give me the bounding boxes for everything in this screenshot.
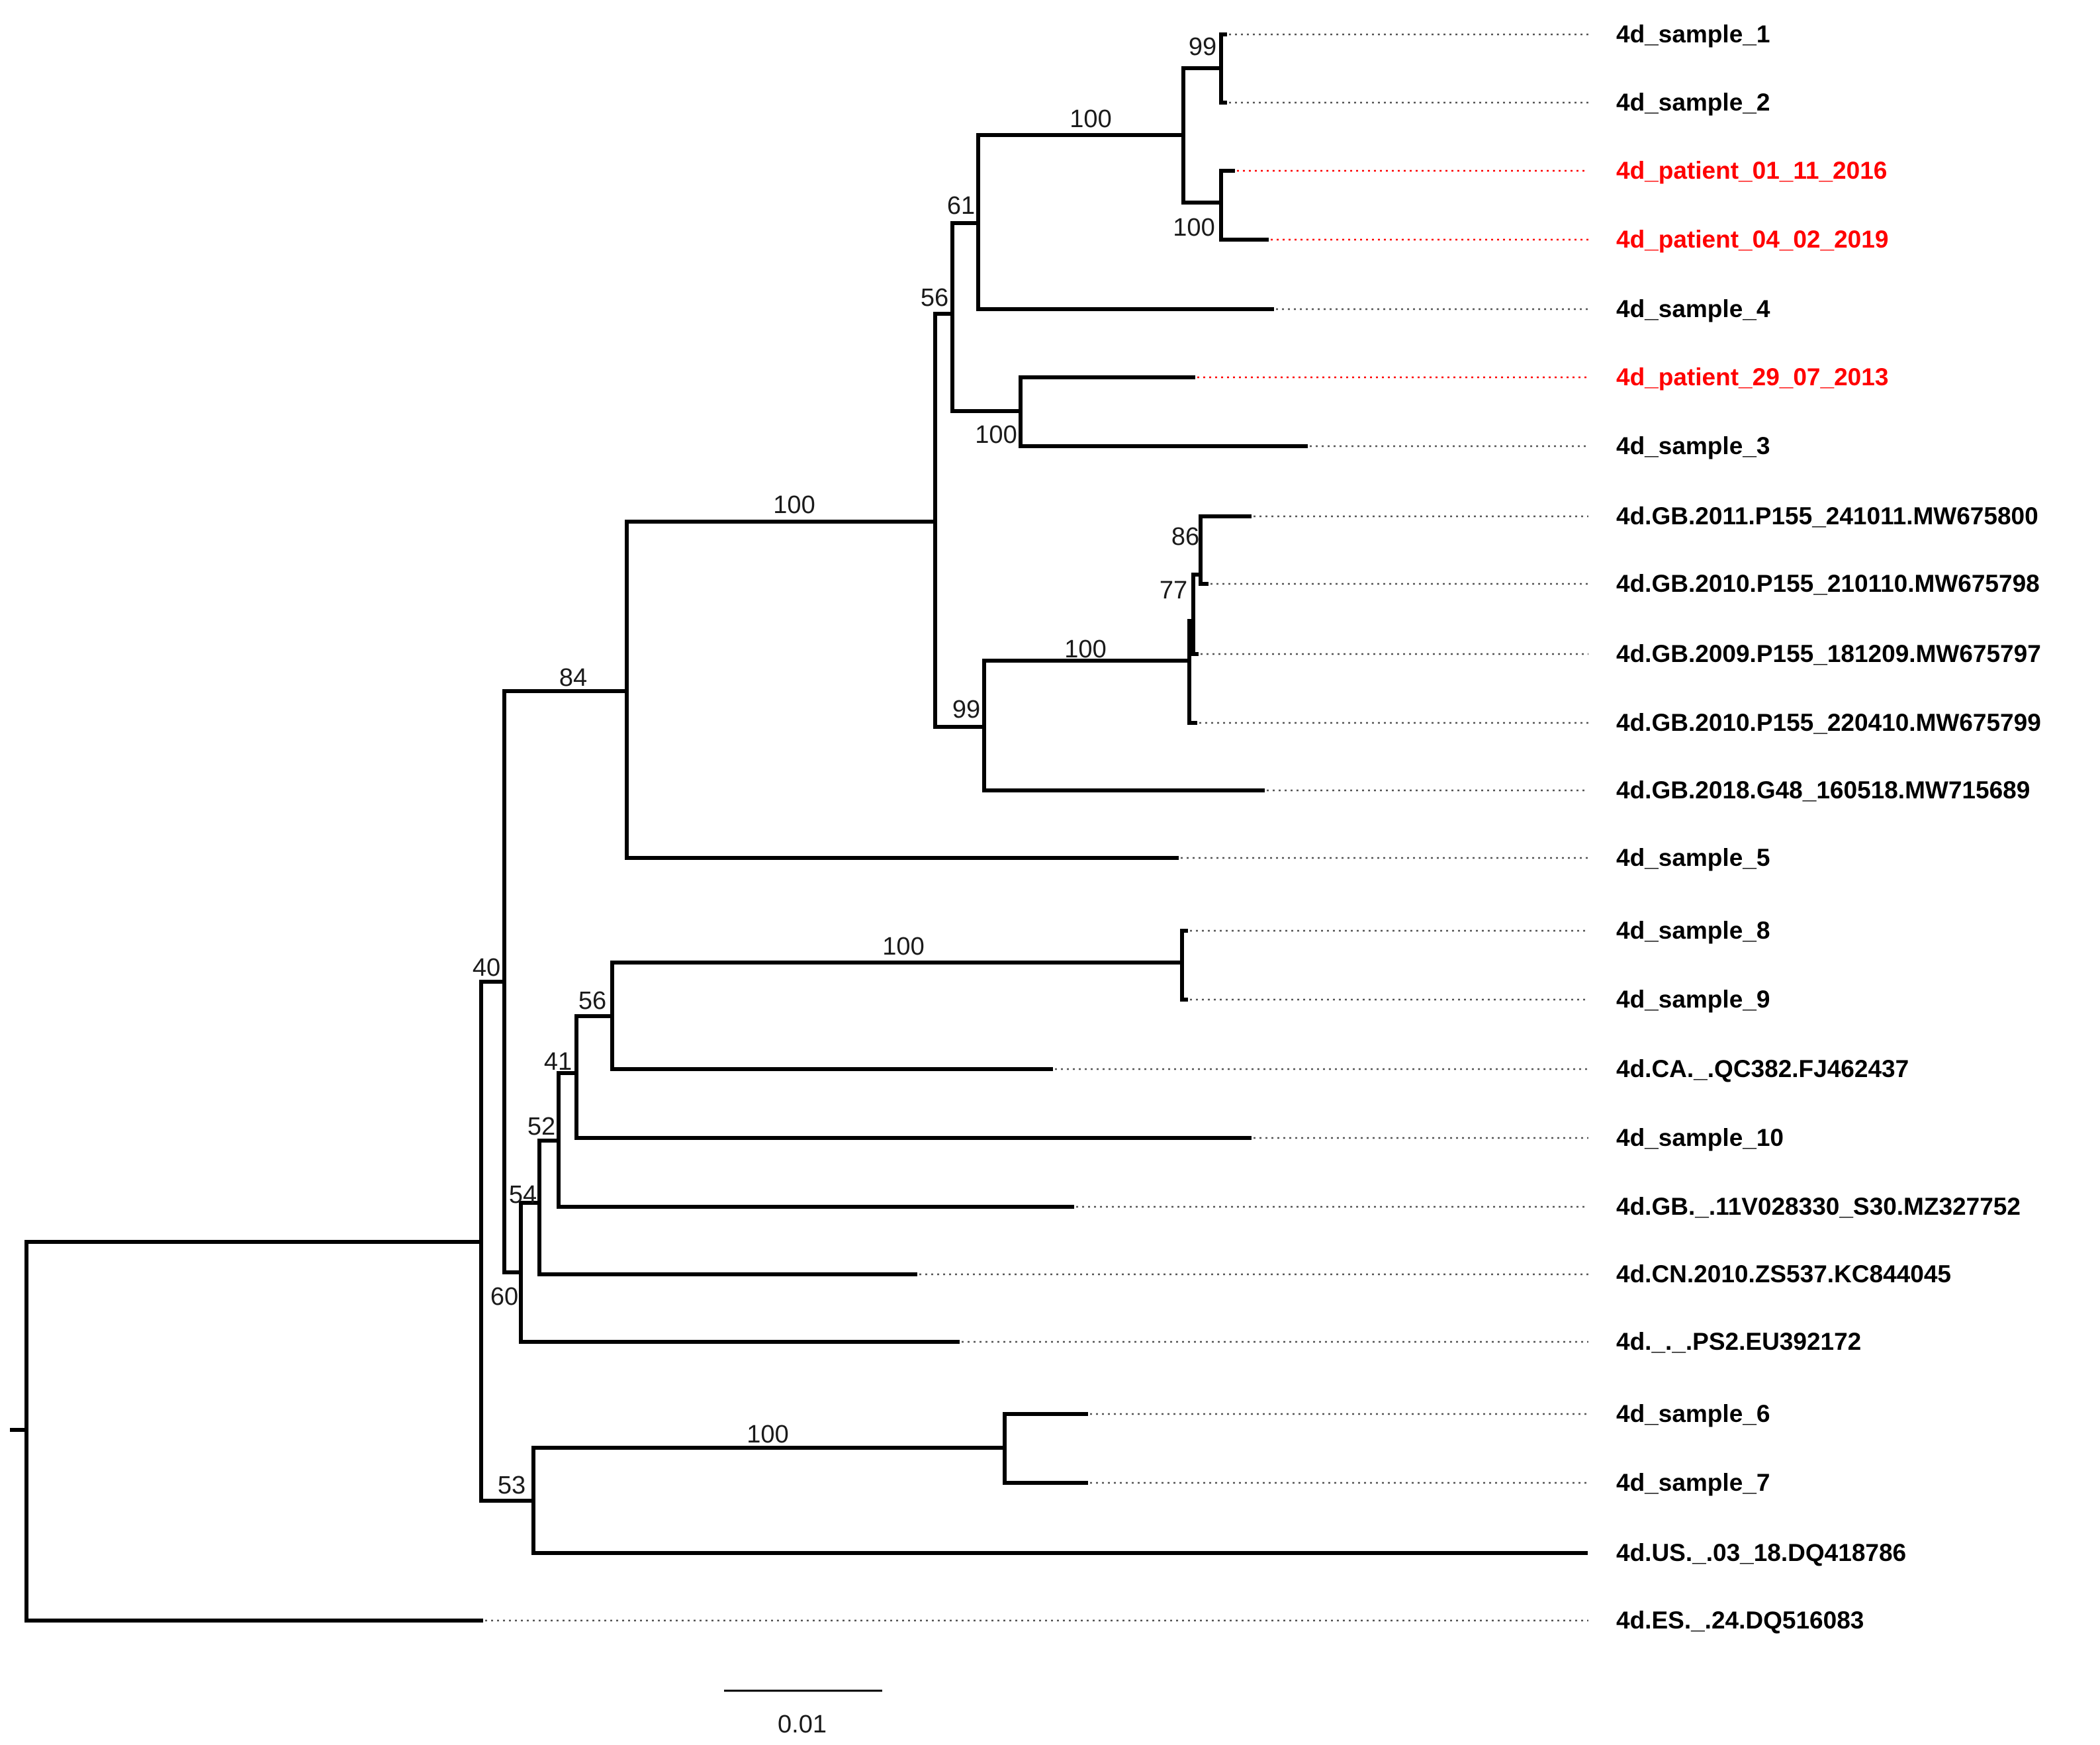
support-value: 100 bbox=[1070, 105, 1111, 133]
scale-bar-label: 0.01 bbox=[778, 1711, 827, 1738]
support-value: 60 bbox=[490, 1283, 518, 1311]
leaf-label: 4d.ES._.24.DQ516083 bbox=[1616, 1607, 1864, 1634]
leaf-label: 4d_sample_10 bbox=[1616, 1124, 1784, 1151]
leaf-label: 4d_patient_29_07_2013 bbox=[1616, 363, 1888, 391]
leaf-label: 4d_sample_7 bbox=[1616, 1469, 1770, 1496]
leaf-label: 4d_patient_04_02_2019 bbox=[1616, 226, 1888, 253]
leaf-label: 4d.US._.03_18.DQ418786 bbox=[1616, 1539, 1906, 1566]
leaf-label: 4d_sample_9 bbox=[1616, 986, 1770, 1013]
support-values: 99 100 100 61 56 100 100 86 77 100 99 84… bbox=[473, 33, 1216, 1499]
support-value: 77 bbox=[1160, 577, 1187, 604]
support-value: 41 bbox=[544, 1048, 572, 1076]
support-value: 100 bbox=[882, 933, 924, 961]
leaf-label: 4d_sample_5 bbox=[1616, 844, 1770, 871]
support-value: 40 bbox=[473, 954, 500, 982]
leaf-label: 4d_sample_4 bbox=[1616, 295, 1770, 322]
support-value: 52 bbox=[527, 1113, 555, 1141]
leaf-label: 4d.CA._.QC382.FJ462437 bbox=[1616, 1055, 1909, 1082]
leaf-label: 4d.GB.2010.P155_210110.MW675798 bbox=[1616, 570, 2040, 597]
support-value: 84 bbox=[559, 664, 587, 692]
support-value: 100 bbox=[975, 421, 1017, 449]
support-value: 54 bbox=[509, 1181, 537, 1209]
leaf-label: 4d_sample_3 bbox=[1616, 432, 1770, 459]
support-value: 100 bbox=[773, 491, 815, 519]
support-value: 100 bbox=[747, 1421, 788, 1448]
support-value: 61 bbox=[947, 192, 975, 220]
leaf-label: 4d_sample_8 bbox=[1616, 917, 1770, 944]
leaf-label: 4d_patient_01_11_2016 bbox=[1616, 157, 1887, 184]
leaf-label: 4d_sample_2 bbox=[1616, 89, 1770, 116]
support-value: 99 bbox=[952, 696, 980, 724]
scale-bar: 0.01 bbox=[724, 1689, 882, 1738]
support-value: 99 bbox=[1189, 33, 1216, 61]
support-value: 100 bbox=[1064, 636, 1106, 663]
leaf-label: 4d_sample_6 bbox=[1616, 1400, 1770, 1427]
leader-lines bbox=[485, 33, 1588, 1622]
leaf-label: 4d.GB.2010.P155_220410.MW675799 bbox=[1616, 709, 2041, 736]
leaf-label: 4d.CN.2010.ZS537.KC844045 bbox=[1616, 1260, 1951, 1288]
support-value: 56 bbox=[921, 284, 948, 312]
tree-branches bbox=[10, 32, 1588, 1623]
leaf-label: 4d.GB._.11V028330_S30.MZ327752 bbox=[1616, 1193, 2021, 1220]
support-value: 86 bbox=[1171, 523, 1199, 551]
leaf-label: 4d_sample_1 bbox=[1616, 21, 1770, 48]
support-value: 53 bbox=[498, 1472, 525, 1499]
support-value: 56 bbox=[578, 987, 606, 1015]
leaf-label: 4d._._.PS2.EU392172 bbox=[1616, 1328, 1861, 1355]
leaf-labels: 4d_sample_1 4d_sample_2 4d_patient_01_11… bbox=[1616, 21, 2041, 1634]
leaf-label: 4d.GB.2009.P155_181209.MW675797 bbox=[1616, 640, 2041, 667]
leaf-label: 4d.GB.2011.P155_241011.MW675800 bbox=[1616, 502, 2038, 530]
support-value: 100 bbox=[1173, 214, 1214, 242]
leaf-label: 4d.GB.2018.G48_160518.MW715689 bbox=[1616, 777, 2030, 804]
